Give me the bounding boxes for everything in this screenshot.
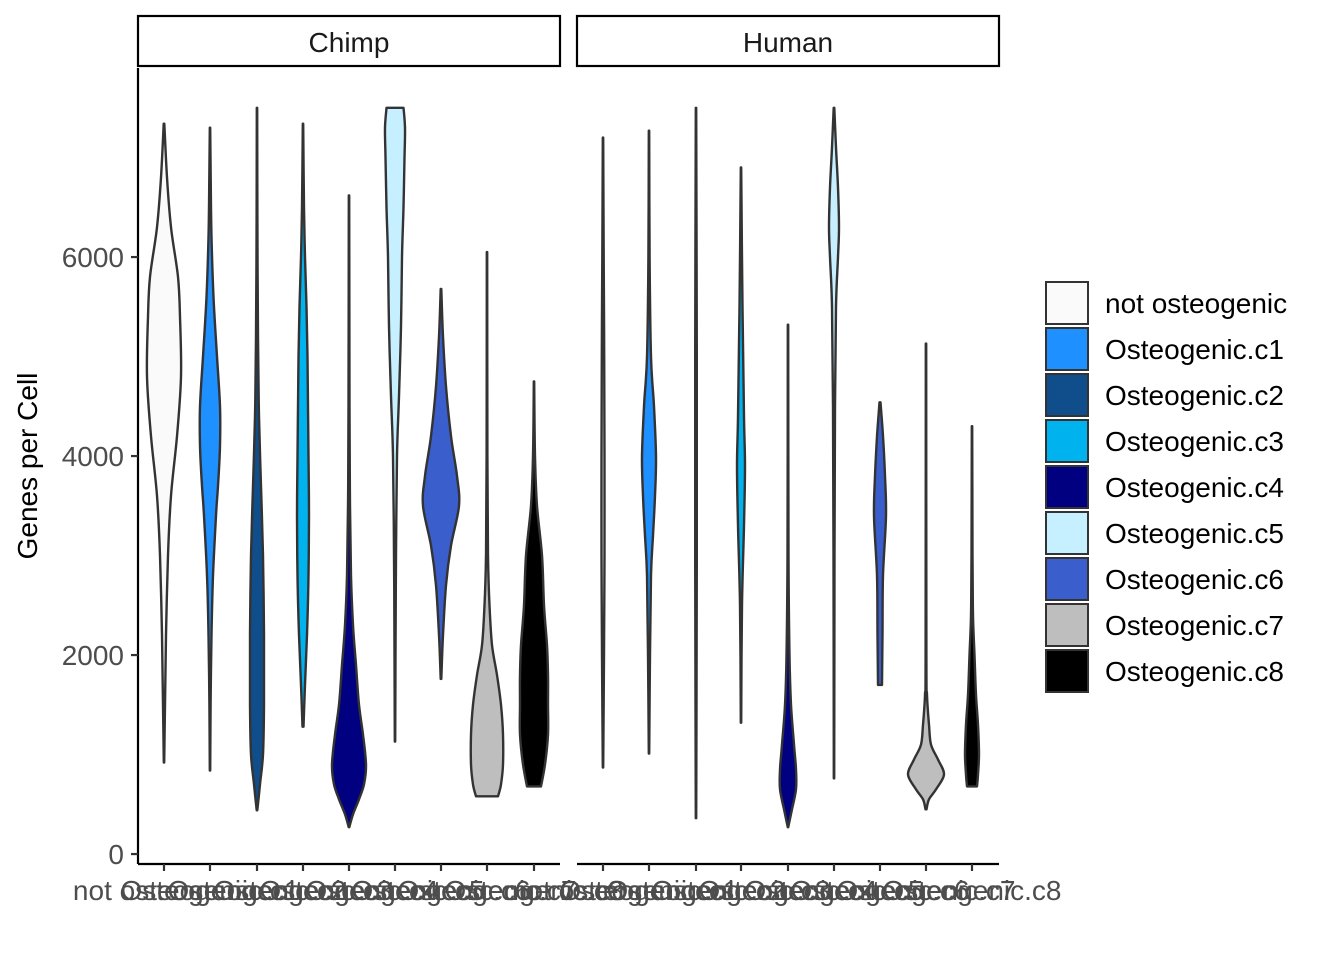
y-tick-label: 0 bbox=[108, 839, 124, 870]
violin-chimp-osteogenic-c8 bbox=[518, 380, 550, 788]
legend-item: Osteogenic.c2 bbox=[1045, 373, 1284, 417]
legend-swatch bbox=[1045, 419, 1089, 463]
x-axis: not osteogenicOsteogenic.c1Osteogenic.c2… bbox=[73, 864, 1062, 906]
violin-chimp-osteogenic-c6 bbox=[421, 287, 461, 681]
x-tick-label: Osteogenic.c7 bbox=[837, 875, 1016, 906]
facet-strip bbox=[136, 14, 562, 68]
legend-item: Osteogenic.c4 bbox=[1045, 465, 1284, 509]
legend-label: Osteogenic.c7 bbox=[1105, 610, 1284, 641]
violin-chimp-not-osteogenic bbox=[145, 122, 183, 764]
legend-swatch bbox=[1045, 557, 1089, 601]
legend-swatch bbox=[1045, 511, 1089, 555]
violin-chimp-osteogenic-c1 bbox=[198, 126, 222, 772]
y-tick-label: 2000 bbox=[62, 640, 124, 671]
violin-human-osteogenic-c7 bbox=[906, 342, 946, 811]
violin-human-osteogenic-c8 bbox=[963, 425, 981, 788]
legend-label: Osteogenic.c5 bbox=[1105, 518, 1284, 549]
x-tick-label: Osteogenic.c3 bbox=[214, 875, 393, 906]
x-tick-label: Osteogenic.c5 bbox=[306, 875, 485, 906]
legend-label: Osteogenic.c3 bbox=[1105, 426, 1284, 457]
panel-human: Human bbox=[575, 14, 1001, 866]
facet-strip bbox=[575, 14, 1001, 68]
violin-human-not-osteogenic bbox=[600, 136, 606, 769]
violin-human-osteogenic-c5 bbox=[827, 106, 841, 780]
violin-human-osteogenic-c6 bbox=[872, 401, 888, 687]
legend-swatch bbox=[1045, 465, 1089, 509]
x-tick-label: Osteogenic.c5 bbox=[745, 875, 924, 906]
x-tick-label: Osteogenic.c4 bbox=[260, 875, 439, 906]
x-tick-label: Osteogenic.c6 bbox=[791, 875, 970, 906]
legend-swatch bbox=[1045, 281, 1089, 325]
legend-label: Osteogenic.c4 bbox=[1105, 472, 1284, 503]
legend-item: not osteogenic bbox=[1045, 281, 1287, 325]
violin-human-osteogenic-c3 bbox=[735, 166, 747, 724]
violin-chimp-osteogenic-c4 bbox=[330, 194, 368, 829]
x-tick-label: Osteogenic.c4 bbox=[699, 875, 878, 906]
legend-item: Osteogenic.c1 bbox=[1045, 327, 1284, 371]
legend: not osteogenic Osteogenic.c1 Osteogenic.c2… bbox=[1045, 281, 1287, 693]
legend-item: Osteogenic.c5 bbox=[1045, 511, 1284, 555]
x-tick-label: Osteogenic.c3 bbox=[652, 875, 831, 906]
chart-panels: Chimp Human bbox=[136, 14, 1001, 866]
facet-label: Chimp bbox=[309, 27, 390, 58]
y-axis-label: Genes per Cell bbox=[12, 373, 43, 560]
x-tick-label: Osteogenic.c6 bbox=[352, 875, 531, 906]
x-tick-label: Osteogenic.c2 bbox=[607, 875, 786, 906]
legend-swatch bbox=[1045, 373, 1089, 417]
legend-label: Osteogenic.c1 bbox=[1105, 334, 1284, 365]
legend-item: Osteogenic.c7 bbox=[1045, 603, 1284, 647]
legend-swatch bbox=[1045, 603, 1089, 647]
violin-chimp-osteogenic-c7 bbox=[469, 250, 505, 798]
legend-swatch bbox=[1045, 327, 1089, 371]
x-tick-label: Osteogenic.c1 bbox=[560, 875, 739, 906]
panel-chimp: Chimp bbox=[136, 14, 562, 866]
legend-label: not osteogenic bbox=[1105, 288, 1287, 319]
facet-label: Human bbox=[743, 27, 833, 58]
legend-label: Osteogenic.c8 bbox=[1105, 656, 1284, 687]
y-axis: 0 2000 4000 6000 bbox=[62, 242, 138, 870]
x-tick-label: Osteogenic.c8 bbox=[445, 875, 624, 906]
x-tick-label: Osteogenic.c7 bbox=[398, 875, 577, 906]
legend-swatch bbox=[1045, 649, 1089, 693]
violin-chimp-osteogenic-c3 bbox=[295, 122, 311, 728]
y-tick-label: 4000 bbox=[62, 441, 124, 472]
legend-item: Osteogenic.c6 bbox=[1045, 557, 1284, 601]
violin-human-osteogenic-c2 bbox=[693, 106, 699, 820]
violin-chimp-osteogenic-c5 bbox=[383, 106, 407, 743]
violin-human-osteogenic-c1 bbox=[640, 129, 658, 755]
legend-item: Osteogenic.c8 bbox=[1045, 649, 1284, 693]
x-tick-label: Osteogenic.c2 bbox=[168, 875, 347, 906]
x-tick-label: not osteogenic bbox=[512, 875, 694, 906]
legend-item: Osteogenic.c3 bbox=[1045, 419, 1284, 463]
violin-chimp-osteogenic-c2 bbox=[248, 106, 266, 812]
legend-label: Osteogenic.c2 bbox=[1105, 380, 1284, 411]
y-tick-label: 6000 bbox=[62, 242, 124, 273]
x-tick-label: not osteogenic bbox=[73, 875, 255, 906]
x-tick-label: Osteogenic.c8 bbox=[883, 875, 1062, 906]
x-tick-label: Osteogenic.c1 bbox=[121, 875, 300, 906]
violin-human-osteogenic-c4 bbox=[778, 323, 798, 829]
legend-label: Osteogenic.c6 bbox=[1105, 564, 1284, 595]
